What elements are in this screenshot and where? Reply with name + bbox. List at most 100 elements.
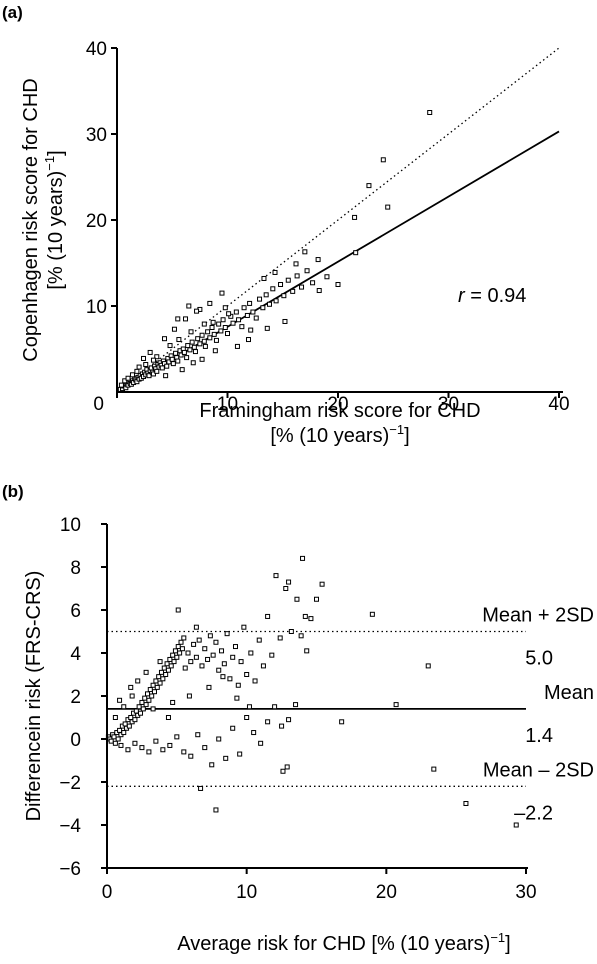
data-point bbox=[167, 343, 173, 349]
data-point bbox=[175, 316, 181, 322]
data-point bbox=[199, 332, 205, 338]
data-point bbox=[169, 356, 175, 362]
panel-a-x-unit-text: [% (10 years) bbox=[270, 425, 389, 447]
data-point bbox=[244, 312, 250, 318]
data-point bbox=[265, 613, 271, 619]
data-point bbox=[147, 687, 153, 693]
y-tick-label: 10 bbox=[60, 515, 81, 536]
data-point bbox=[366, 183, 372, 189]
data-point bbox=[150, 357, 156, 363]
data-point bbox=[193, 624, 199, 630]
panel-a-x-axis-title: Framingham risk score for CHD bbox=[199, 400, 480, 422]
data-point bbox=[282, 318, 288, 324]
data-point bbox=[153, 678, 159, 684]
data-point bbox=[273, 298, 279, 304]
panel-a-x-ticks: 10 20 30 40 bbox=[116, 392, 570, 415]
identity-line bbox=[116, 47, 560, 393]
data-point bbox=[285, 277, 291, 283]
data-point bbox=[308, 616, 314, 622]
data-point bbox=[393, 702, 399, 708]
data-point bbox=[244, 715, 250, 720]
data-point bbox=[199, 663, 205, 669]
data-point bbox=[266, 301, 272, 307]
data-point bbox=[167, 742, 173, 748]
reference-line-value: –2.2 bbox=[514, 802, 553, 824]
data-point bbox=[126, 723, 132, 729]
data-point bbox=[196, 637, 202, 643]
data-point bbox=[151, 689, 157, 695]
data-point bbox=[197, 341, 203, 347]
panel-a-fit-lines bbox=[116, 47, 560, 393]
y-tick-label: 40 bbox=[86, 39, 107, 60]
data-point bbox=[188, 753, 194, 759]
data-point bbox=[269, 652, 275, 658]
data-point bbox=[247, 300, 253, 306]
data-point bbox=[136, 364, 142, 370]
correlation-value: = 0.94 bbox=[465, 285, 527, 307]
data-point bbox=[212, 348, 218, 354]
data-point bbox=[202, 745, 208, 751]
data-point bbox=[179, 646, 185, 652]
x-tick-label: 30 bbox=[515, 882, 536, 903]
data-point bbox=[150, 706, 156, 712]
panel-b: (b) Mean + 2SD 5.0 Mean 1.4 Mean – 2SD –2.2 −… bbox=[2, 482, 594, 955]
data-point bbox=[216, 667, 222, 673]
data-point bbox=[165, 667, 171, 673]
data-point bbox=[117, 697, 123, 703]
data-point bbox=[193, 654, 199, 660]
data-point bbox=[187, 347, 193, 353]
data-point bbox=[181, 349, 187, 355]
data-point bbox=[142, 695, 148, 701]
data-point bbox=[207, 633, 213, 639]
data-point bbox=[213, 807, 219, 813]
x-tick-label: 20 bbox=[327, 394, 348, 415]
data-point bbox=[163, 672, 169, 677]
data-point bbox=[121, 730, 127, 736]
data-point bbox=[141, 355, 147, 361]
data-point bbox=[513, 822, 519, 828]
data-point bbox=[189, 339, 195, 345]
data-point bbox=[241, 624, 247, 630]
data-point bbox=[128, 715, 134, 720]
data-point bbox=[225, 331, 230, 337]
data-point bbox=[160, 676, 166, 682]
data-point bbox=[288, 629, 294, 634]
data-point bbox=[139, 699, 145, 705]
data-point bbox=[205, 329, 211, 335]
data-point bbox=[234, 695, 240, 701]
data-point bbox=[175, 358, 181, 364]
data-point bbox=[139, 745, 145, 751]
data-point bbox=[118, 382, 124, 388]
data-point bbox=[233, 309, 239, 315]
data-point bbox=[205, 656, 211, 662]
data-point bbox=[463, 801, 469, 806]
data-point bbox=[230, 320, 236, 326]
data-point bbox=[256, 637, 262, 643]
data-point bbox=[281, 293, 287, 299]
data-point bbox=[234, 343, 240, 349]
panel-a-y-unit-close: ] bbox=[45, 150, 67, 156]
data-point bbox=[171, 659, 177, 665]
data-point bbox=[207, 335, 213, 341]
y-tick-label: 2 bbox=[70, 687, 81, 708]
data-point bbox=[315, 257, 321, 263]
data-point bbox=[277, 635, 283, 641]
data-point bbox=[129, 693, 135, 699]
data-point bbox=[157, 680, 163, 686]
data-point bbox=[143, 361, 149, 367]
data-point bbox=[294, 596, 300, 602]
data-point bbox=[238, 659, 244, 665]
data-point bbox=[230, 725, 236, 731]
data-point bbox=[201, 321, 207, 327]
data-point bbox=[161, 665, 167, 671]
data-point bbox=[425, 663, 431, 669]
data-point bbox=[168, 663, 174, 669]
data-point bbox=[146, 749, 152, 755]
y-tick-label: 30 bbox=[86, 125, 107, 146]
y-tick-label: 8 bbox=[70, 558, 81, 579]
data-point bbox=[280, 768, 286, 774]
data-point bbox=[164, 363, 170, 369]
y-tick-label: 6 bbox=[70, 601, 81, 622]
panel-b-x-unit-close: ] bbox=[505, 933, 511, 955]
data-point bbox=[122, 721, 128, 727]
